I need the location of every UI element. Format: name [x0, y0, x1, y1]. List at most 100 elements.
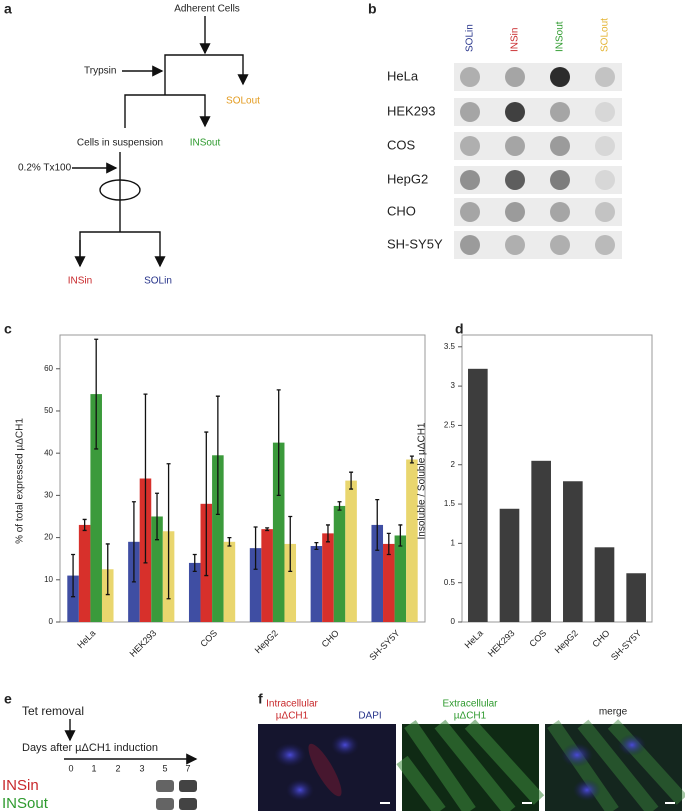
panel-letter: d	[455, 321, 464, 337]
stain-label: Extracellular	[442, 699, 498, 710]
bar	[249, 548, 262, 622]
dot	[550, 136, 570, 156]
error-bar	[166, 463, 171, 600]
plot-frame	[461, 334, 653, 623]
y-tick-label: 1.5	[444, 499, 456, 508]
x-tick-label: CHO	[320, 628, 341, 649]
error-bar	[94, 338, 99, 450]
dot	[460, 102, 480, 122]
error-bar	[314, 542, 319, 551]
membrane-strip	[454, 166, 622, 194]
bar	[383, 543, 395, 622]
y-tick-label: 0	[49, 617, 54, 626]
row-label: HepG2	[387, 171, 428, 186]
bar	[531, 460, 551, 622]
x-tick-label: SH-SY5Y	[609, 628, 643, 662]
day-label: 7	[185, 763, 190, 773]
dot	[505, 102, 525, 122]
y-tick-label: 1	[451, 538, 456, 547]
x-tick-label: HepG2	[253, 628, 280, 655]
plot-frame	[59, 334, 426, 623]
error-bar	[375, 498, 380, 551]
panel-letter: a	[4, 1, 12, 17]
y-tick-label: 60	[44, 364, 53, 373]
micrographs: f Intracellular µΔCH1 DAPI Extracellular…	[258, 691, 685, 811]
bar	[67, 575, 79, 622]
bar	[212, 455, 224, 622]
day-label: 2	[115, 763, 120, 773]
dot-blot: b SOLin INSin INSout SOLout HeLa HEK293 COS Hep…	[368, 1, 622, 259]
bar	[499, 508, 520, 622]
blot-row-label: INSin	[2, 777, 39, 794]
x-tick-label: SH-SY5Y	[367, 628, 401, 662]
error-bar	[386, 532, 391, 556]
day-label: 3	[139, 763, 144, 773]
dot	[550, 170, 570, 190]
bar	[394, 535, 407, 622]
y-axis-label: Insoluble / Soluble µΔCH1	[417, 422, 428, 539]
band	[179, 780, 197, 792]
bar	[563, 481, 583, 622]
x-tick-label: HeLa	[463, 628, 485, 650]
dot	[505, 170, 525, 190]
stain-label: DAPI	[358, 711, 381, 722]
dot	[550, 202, 570, 222]
bar	[151, 516, 163, 622]
x-tick-label: HeLa	[75, 628, 97, 650]
fraction: INSin	[68, 276, 92, 287]
error-bar	[192, 553, 197, 573]
membrane-strip	[454, 198, 622, 226]
bar	[468, 368, 488, 622]
error-bar	[409, 455, 414, 464]
fraction: SOLout	[226, 96, 260, 107]
error-bar	[398, 524, 403, 547]
dot	[460, 136, 480, 156]
bar	[310, 546, 323, 622]
dot	[595, 136, 615, 156]
y-tick-label: 0.5	[444, 578, 456, 587]
column-label: INSout	[555, 21, 566, 52]
error-bar	[253, 526, 258, 570]
error-bar	[288, 515, 293, 573]
membrane-strip	[454, 63, 622, 91]
dot	[550, 67, 570, 87]
y-tick-label: 2.5	[444, 421, 456, 430]
stain-label: µΔCH1	[276, 711, 309, 722]
error-bar	[337, 501, 342, 511]
bar	[188, 562, 201, 622]
day-label: 5	[162, 763, 167, 773]
membrane-strip	[454, 231, 622, 259]
bar	[333, 505, 346, 622]
row-label: SH-SY5Y	[387, 236, 443, 251]
dot	[595, 235, 615, 255]
panel-letter: b	[368, 1, 377, 17]
bar	[594, 547, 615, 622]
y-tick-label: 30	[44, 490, 53, 499]
membrane-strip	[454, 98, 622, 126]
fraction: INSout	[190, 138, 221, 149]
dot	[460, 67, 480, 87]
error-bar	[71, 553, 76, 598]
error-bar	[276, 389, 281, 497]
dot	[595, 102, 615, 122]
y-tick-label: 3.5	[444, 342, 456, 351]
error-bar	[325, 524, 330, 543]
error-bar	[131, 501, 136, 583]
column-label: INSin	[510, 28, 521, 52]
error-bar	[82, 518, 87, 532]
axis-label: Days after µΔCH1 induction	[22, 742, 158, 754]
fraction: SOLin	[144, 276, 172, 287]
event-label: Tet removal	[22, 704, 84, 718]
column-label: SOLout	[600, 18, 611, 52]
step: Cells in suspension	[77, 138, 163, 149]
error-bar	[265, 527, 270, 532]
error-bar	[105, 543, 110, 596]
dot	[460, 235, 480, 255]
bar	[223, 541, 236, 622]
x-tick-label: CHO	[590, 628, 611, 649]
band	[156, 780, 174, 792]
stain-label: Intracellular	[266, 699, 318, 710]
panel-letter: f	[258, 691, 263, 707]
error-bar	[143, 393, 148, 564]
